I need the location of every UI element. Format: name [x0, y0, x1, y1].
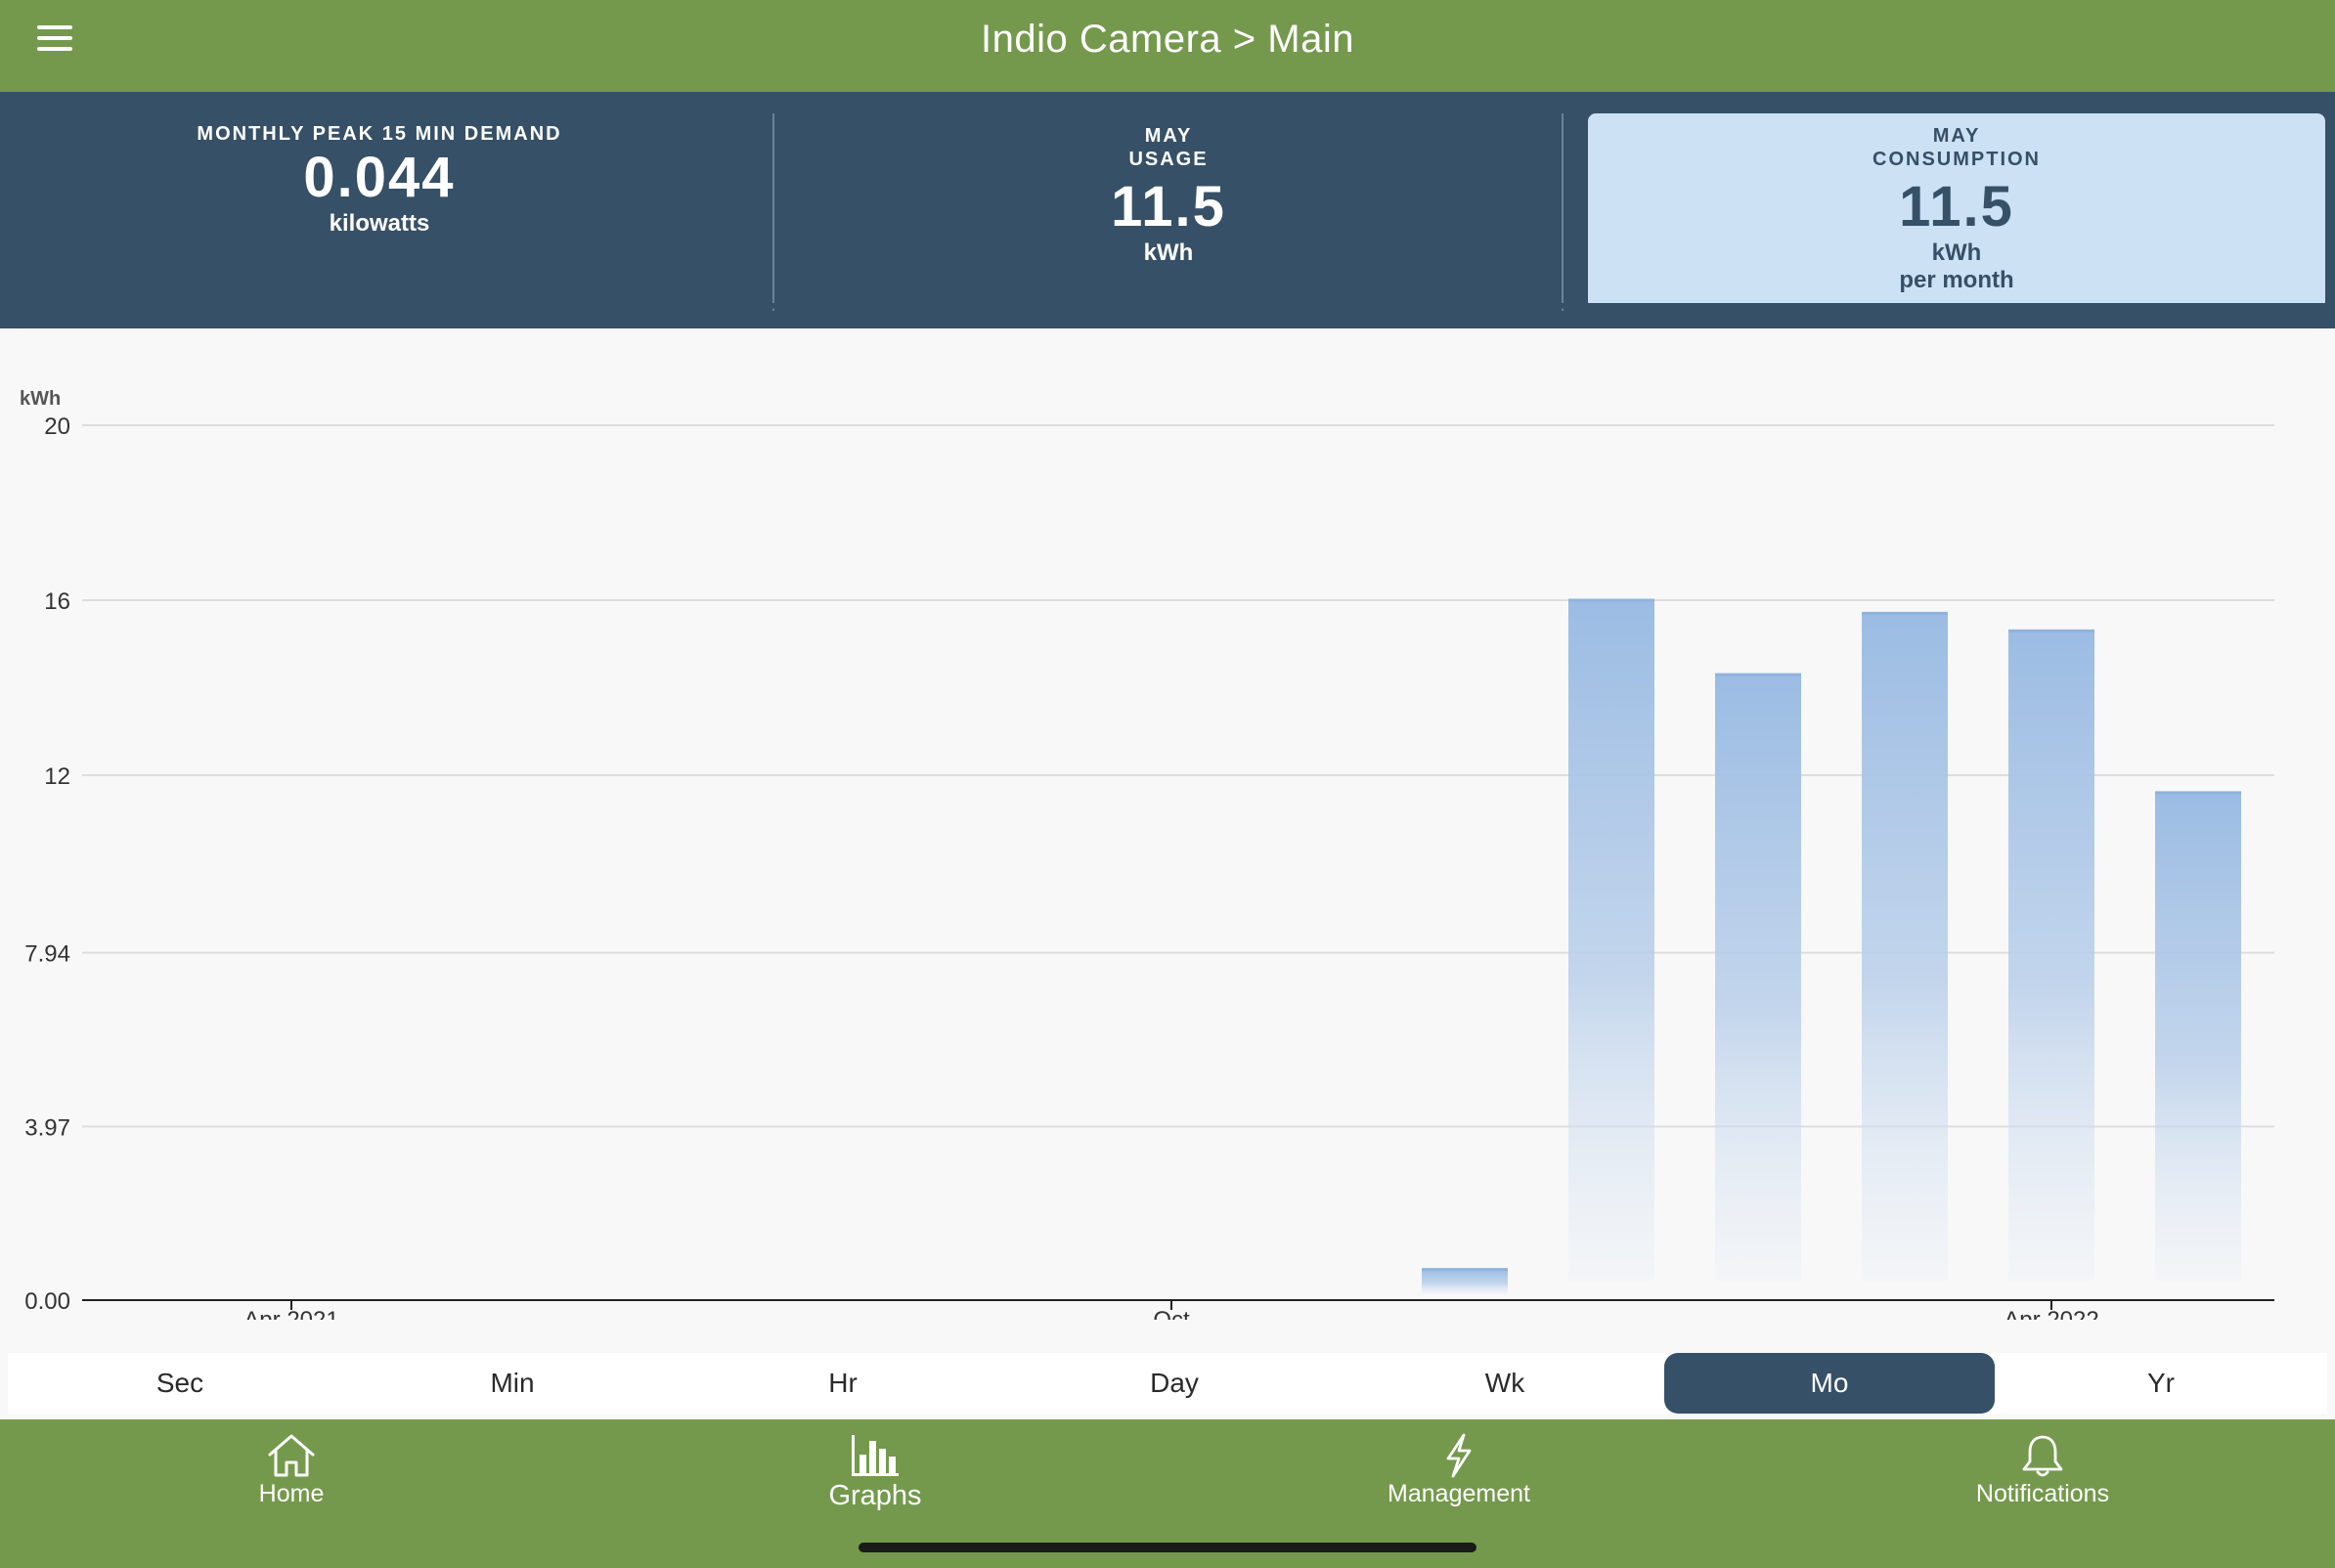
nav-home[interactable]: Home	[145, 1433, 438, 1508]
tab-day[interactable]: Day	[1150, 1368, 1199, 1398]
nav-label: Graphs	[828, 1480, 922, 1511]
page-title: Indio Camera > Main	[981, 18, 1354, 61]
bar-feb-2022[interactable]	[1715, 675, 1801, 1281]
panel-wave-edge	[0, 303, 2335, 328]
peak-demand-card[interactable]: MONTHLY PEAK 15 MIN DEMAND 0.044 kilowat…	[0, 92, 759, 328]
y-axis-label: kWh	[20, 388, 61, 410]
usage-bar-chart[interactable]: kWh 20 16 12 7.94 3.97 0.00 Apr 2021 Oct Apr 2022	[0, 371, 2335, 1320]
y-tick-label: 12	[44, 763, 70, 790]
tab-sec[interactable]: Sec	[155, 1368, 204, 1398]
nav-label: Management	[1388, 1480, 1530, 1507]
tab-min[interactable]: Min	[490, 1368, 535, 1398]
y-tick-label: 7.94	[24, 941, 70, 968]
tab-wk[interactable]: Wk	[1484, 1368, 1525, 1398]
stat-label: MONTHLY PEAK 15 MIN DEMAND	[197, 123, 562, 145]
nav-label: Notifications	[1975, 1480, 2110, 1507]
stat-label-month: MAY	[1144, 125, 1193, 147]
home-indicator	[859, 1543, 1476, 1552]
tab-mo[interactable]: Mo	[1664, 1353, 1995, 1414]
bar-may-2022[interactable]	[2155, 792, 2241, 1281]
bar-dec-2021[interactable]	[1422, 1269, 1508, 1294]
tab-hr[interactable]: Hr	[828, 1368, 858, 1398]
stat-value: 11.5	[1899, 175, 2014, 239]
home-icon	[268, 1434, 315, 1477]
bar-apr-2022[interactable]	[2008, 631, 2094, 1281]
stat-value: 11.5	[1111, 175, 1226, 239]
bar-mar-2022[interactable]	[1862, 613, 1948, 1281]
nav-label: Home	[258, 1480, 325, 1507]
stat-unit-period: per month	[1899, 267, 2014, 293]
y-tick-label: 20	[44, 414, 70, 440]
bell-icon	[2022, 1435, 2063, 1477]
stat-label: CONSUMPTION	[1872, 149, 2041, 170]
nav-notifications[interactable]: Notifications	[1896, 1433, 2189, 1508]
hamburger-menu-icon[interactable]	[35, 23, 74, 63]
x-tick-label: Apr 2022	[2004, 1307, 2098, 1320]
consumption-card[interactable]: MAY CONSUMPTION 11.5 kWh per month	[1588, 113, 2325, 309]
divider	[1562, 113, 1564, 311]
top-bar: Indio Camera > Main	[0, 0, 2335, 92]
stat-label-month: MAY	[1932, 125, 1981, 147]
divider	[772, 113, 774, 311]
stat-value: 0.044	[303, 146, 456, 209]
tab-yr[interactable]: Yr	[2147, 1368, 2175, 1398]
usage-card[interactable]: MAY USAGE 11.5 kWh	[774, 92, 1563, 328]
x-tick-label: Apr 2021	[243, 1307, 338, 1320]
summary-panel: MONTHLY PEAK 15 MIN DEMAND 0.044 kilowat…	[0, 92, 2335, 328]
stat-label: USAGE	[1128, 149, 1209, 170]
nav-graphs[interactable]: Graphs	[728, 1433, 1022, 1512]
stat-unit: kWh	[1931, 240, 1982, 266]
bar-chart-icon	[852, 1435, 899, 1476]
resolution-tabs: Sec Min Hr Day Wk Mo Yr	[8, 1353, 2327, 1414]
y-tick-label: 3.97	[24, 1114, 70, 1141]
stat-unit: kilowatts	[329, 210, 430, 237]
x-tick-label: Oct	[1153, 1307, 1190, 1320]
stat-unit: kWh	[1143, 240, 1194, 266]
nav-management[interactable]: Management	[1312, 1433, 1606, 1508]
y-tick-label: 0.00	[24, 1288, 70, 1315]
lightning-icon	[1446, 1433, 1472, 1478]
y-tick-label: 16	[44, 588, 70, 615]
bar-jan-2022[interactable]	[1568, 600, 1654, 1281]
